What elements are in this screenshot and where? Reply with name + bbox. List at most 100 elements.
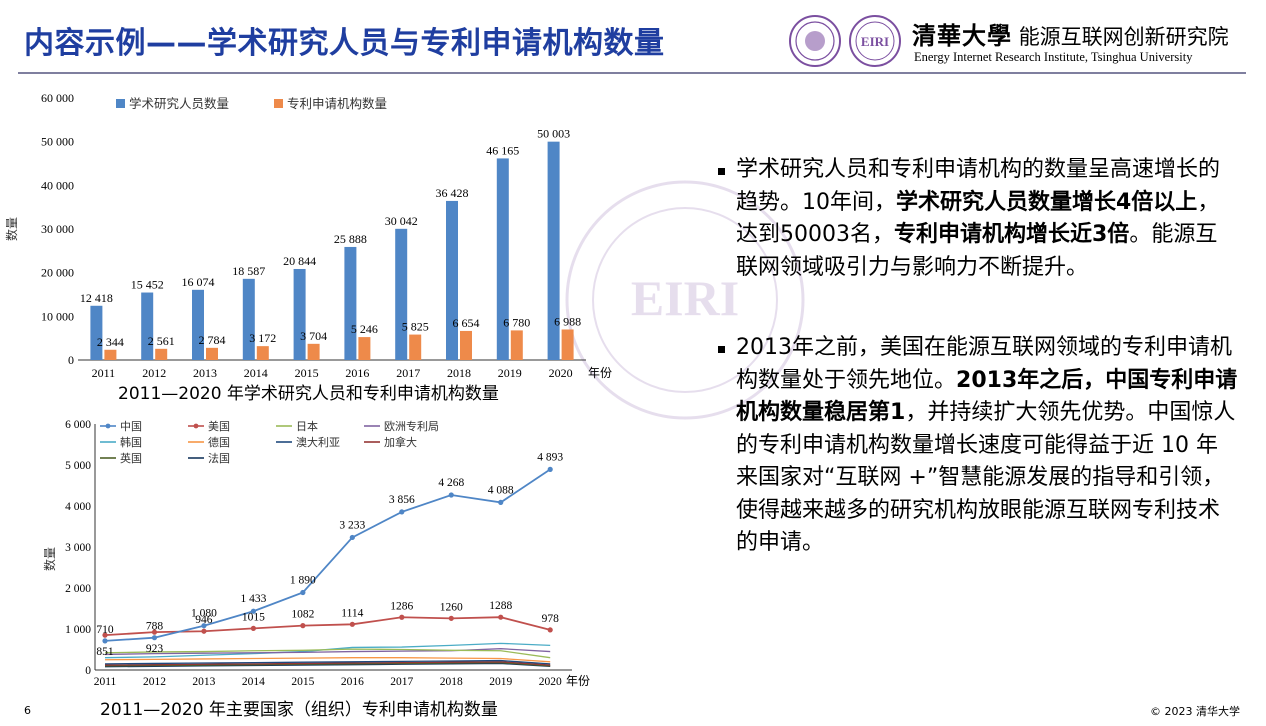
y-axis-label: 数量 — [4, 217, 19, 241]
data-point — [448, 615, 454, 621]
data-label-china: 788 — [146, 621, 164, 633]
bar-value-label: 2 784 — [199, 333, 226, 347]
data-label-usa: 1015 — [242, 611, 265, 623]
x-tick-label: 2020 — [539, 676, 562, 688]
bullet-text: ，达到50003名， — [736, 189, 1220, 248]
bar-researchers — [344, 246, 357, 360]
x-tick-label: 2015 — [291, 676, 314, 688]
eiri-logo: EIRI — [849, 15, 901, 67]
data-point — [547, 627, 553, 633]
bar-value-label: 5 825 — [402, 320, 429, 334]
bar-patents — [256, 346, 269, 360]
x-tick-label: 2017 — [396, 366, 420, 380]
data-label-usa: 1288 — [489, 600, 512, 612]
bar-patents — [358, 337, 371, 360]
legend-label: 日本 — [296, 419, 318, 433]
legend-swatch — [116, 99, 125, 108]
data-label-usa: 946 — [195, 614, 213, 626]
data-label-usa: 923 — [146, 643, 164, 655]
bullet-text: 2013年之前，美国在能源互联网领域的专利申请机构数量处于领先地位。 — [736, 335, 1232, 393]
bar-value-label: 12 418 — [80, 291, 113, 305]
bullet-emphasis: 学术研究人员数量增长4倍以上 — [896, 189, 1198, 215]
data-point — [102, 632, 108, 638]
bullet-text: ，并持续扩大领先优势。中国惊人的专利申请机构数量增长速度可能得益于近 10 年来… — [736, 400, 1236, 555]
bar-patents — [206, 347, 218, 360]
bar-value-label: 5 246 — [351, 322, 378, 336]
data-label-china: 4 893 — [537, 451, 563, 463]
data-point — [151, 635, 158, 641]
bar-patents — [510, 330, 523, 360]
legend-label: 韩国 — [120, 435, 142, 449]
tsinghua-calligraphy: 清華大學 — [912, 21, 1012, 50]
legend-label: 欧洲专利局 — [384, 419, 439, 433]
bar-patents — [155, 348, 168, 360]
bar-patents — [307, 343, 320, 360]
title-divider — [18, 72, 1246, 74]
y-axis-label: 数量 — [42, 547, 57, 571]
bar-patents — [561, 329, 574, 360]
legend-label: 加拿大 — [384, 435, 417, 449]
y-tick-label: 2 000 — [65, 583, 91, 595]
x-tick-label: 2015 — [295, 366, 319, 380]
legend-label: 中国 — [120, 420, 142, 433]
y-tick-label: 20 000 — [41, 266, 74, 280]
data-label-usa: 851 — [96, 646, 114, 658]
series-line — [104, 662, 551, 668]
series-line — [104, 661, 551, 667]
data-point — [250, 625, 256, 631]
svg-text:EIRI: EIRI — [631, 270, 739, 326]
x-tick-label: 2011 — [92, 366, 116, 380]
bar-researchers — [192, 289, 204, 360]
y-tick-label: 1 000 — [65, 624, 91, 636]
bullet-emphasis: 专利申请机构增长近3倍 — [894, 222, 1130, 247]
y-tick-label: 10 000 — [41, 309, 74, 323]
bar-value-label: 50 003 — [537, 127, 570, 141]
bullet-text: 学术研究人员和专利申请机构的数量呈高速增长的趋势。10年间， — [736, 157, 1221, 215]
series-line — [104, 657, 551, 663]
y-tick-label: 6 000 — [65, 419, 91, 431]
x-tick-label: 2011 — [94, 676, 117, 688]
bar-researchers — [242, 278, 255, 360]
data-label-china: 1 433 — [240, 593, 266, 605]
bar-value-label: 6 988 — [554, 314, 581, 328]
data-label-usa: 1260 — [440, 601, 463, 613]
legend-label: 英国 — [120, 451, 142, 465]
bar-value-label: 16 074 — [182, 275, 215, 289]
legend-label: 澳大利亚 — [296, 435, 340, 449]
legend-label: 德国 — [208, 435, 230, 449]
bar-researchers — [293, 268, 306, 360]
data-label-china: 4 088 — [488, 484, 514, 496]
data-label-china: 1 890 — [290, 575, 316, 587]
bar-value-label: 6 780 — [503, 315, 530, 329]
x-axis-suffix: 年份 — [566, 674, 590, 688]
x-tick-label: 2017 — [390, 676, 413, 688]
bar-patents — [104, 349, 117, 360]
bar-researchers — [90, 305, 103, 360]
data-point — [498, 614, 504, 620]
y-tick-label: 4 000 — [65, 501, 91, 513]
x-tick-label: 2020 — [549, 366, 573, 380]
bullet-emphasis: 2013年之后，中国专利申请机构数量稳居第1 — [736, 367, 1238, 426]
data-point — [201, 628, 207, 634]
x-tick-label: 2019 — [489, 676, 512, 688]
bar-patents — [409, 334, 422, 360]
data-point — [300, 589, 306, 596]
y-tick-label: 40 000 — [41, 178, 74, 192]
series-line — [104, 616, 551, 637]
y-tick-label: 60 000 — [41, 91, 74, 105]
x-tick-label: 2012 — [142, 366, 166, 380]
bar-chart-caption: 2011—2020 年学术研究人员和专利申请机构数量 — [118, 384, 499, 404]
bar-value-label: 2 561 — [148, 334, 175, 348]
bar-chart: 0 10 000 20 000 30 000 40 000 50 000 60 000 数量 2… — [4, 91, 612, 380]
bar-value-label: 3 172 — [249, 331, 276, 345]
page-number: 6 — [24, 704, 31, 717]
data-label-usa: 1286 — [390, 600, 413, 612]
bar-value-label: 18 587 — [232, 264, 265, 278]
data-label-china: 710 — [96, 624, 114, 636]
data-label-usa: 978 — [542, 613, 560, 625]
y-tick-label: 50 000 — [41, 135, 74, 149]
bar-value-label: 6 654 — [453, 316, 480, 330]
y-tick-label: 0 — [68, 353, 74, 367]
data-point — [349, 621, 355, 627]
legend-marker — [105, 423, 111, 429]
